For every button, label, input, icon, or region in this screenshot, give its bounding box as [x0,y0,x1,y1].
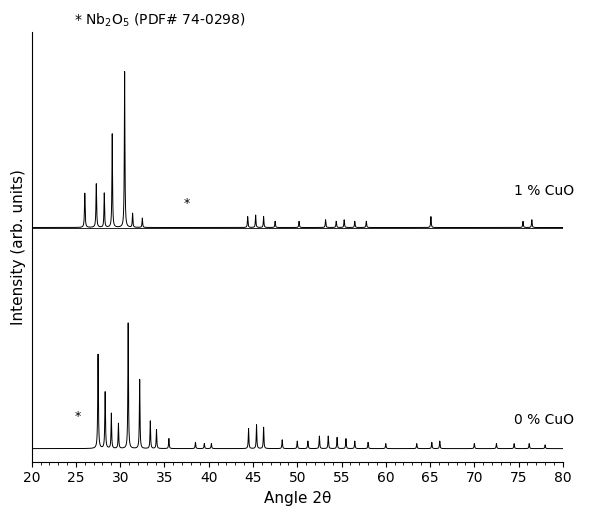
Y-axis label: Intensity (arb. units): Intensity (arb. units) [11,169,26,325]
Text: 1 % CuO: 1 % CuO [514,184,574,197]
Text: 0 % CuO: 0 % CuO [514,414,574,428]
X-axis label: Angle 2θ: Angle 2θ [263,491,331,506]
Text: * Nb$_2$O$_5$ (PDF# 74-0298): * Nb$_2$O$_5$ (PDF# 74-0298) [74,11,246,28]
Text: *: * [184,197,189,210]
Text: *: * [75,409,81,422]
